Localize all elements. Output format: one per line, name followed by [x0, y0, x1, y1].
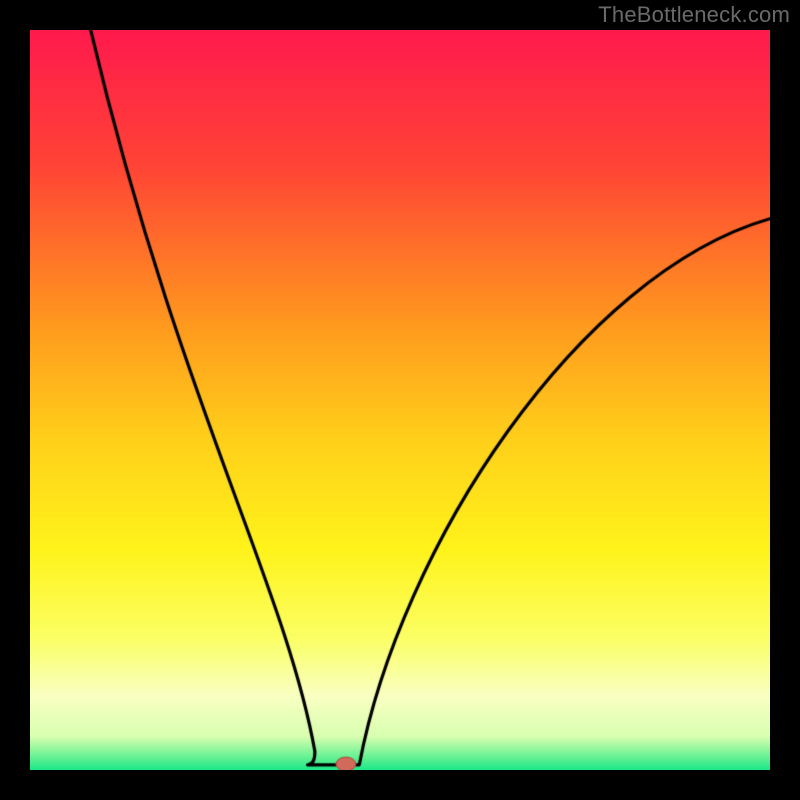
gradient-curve-canvas: [30, 30, 770, 770]
plot-area: [30, 30, 770, 770]
chart-stage: TheBottleneck.com: [0, 0, 800, 800]
watermark-label: TheBottleneck.com: [598, 2, 790, 28]
